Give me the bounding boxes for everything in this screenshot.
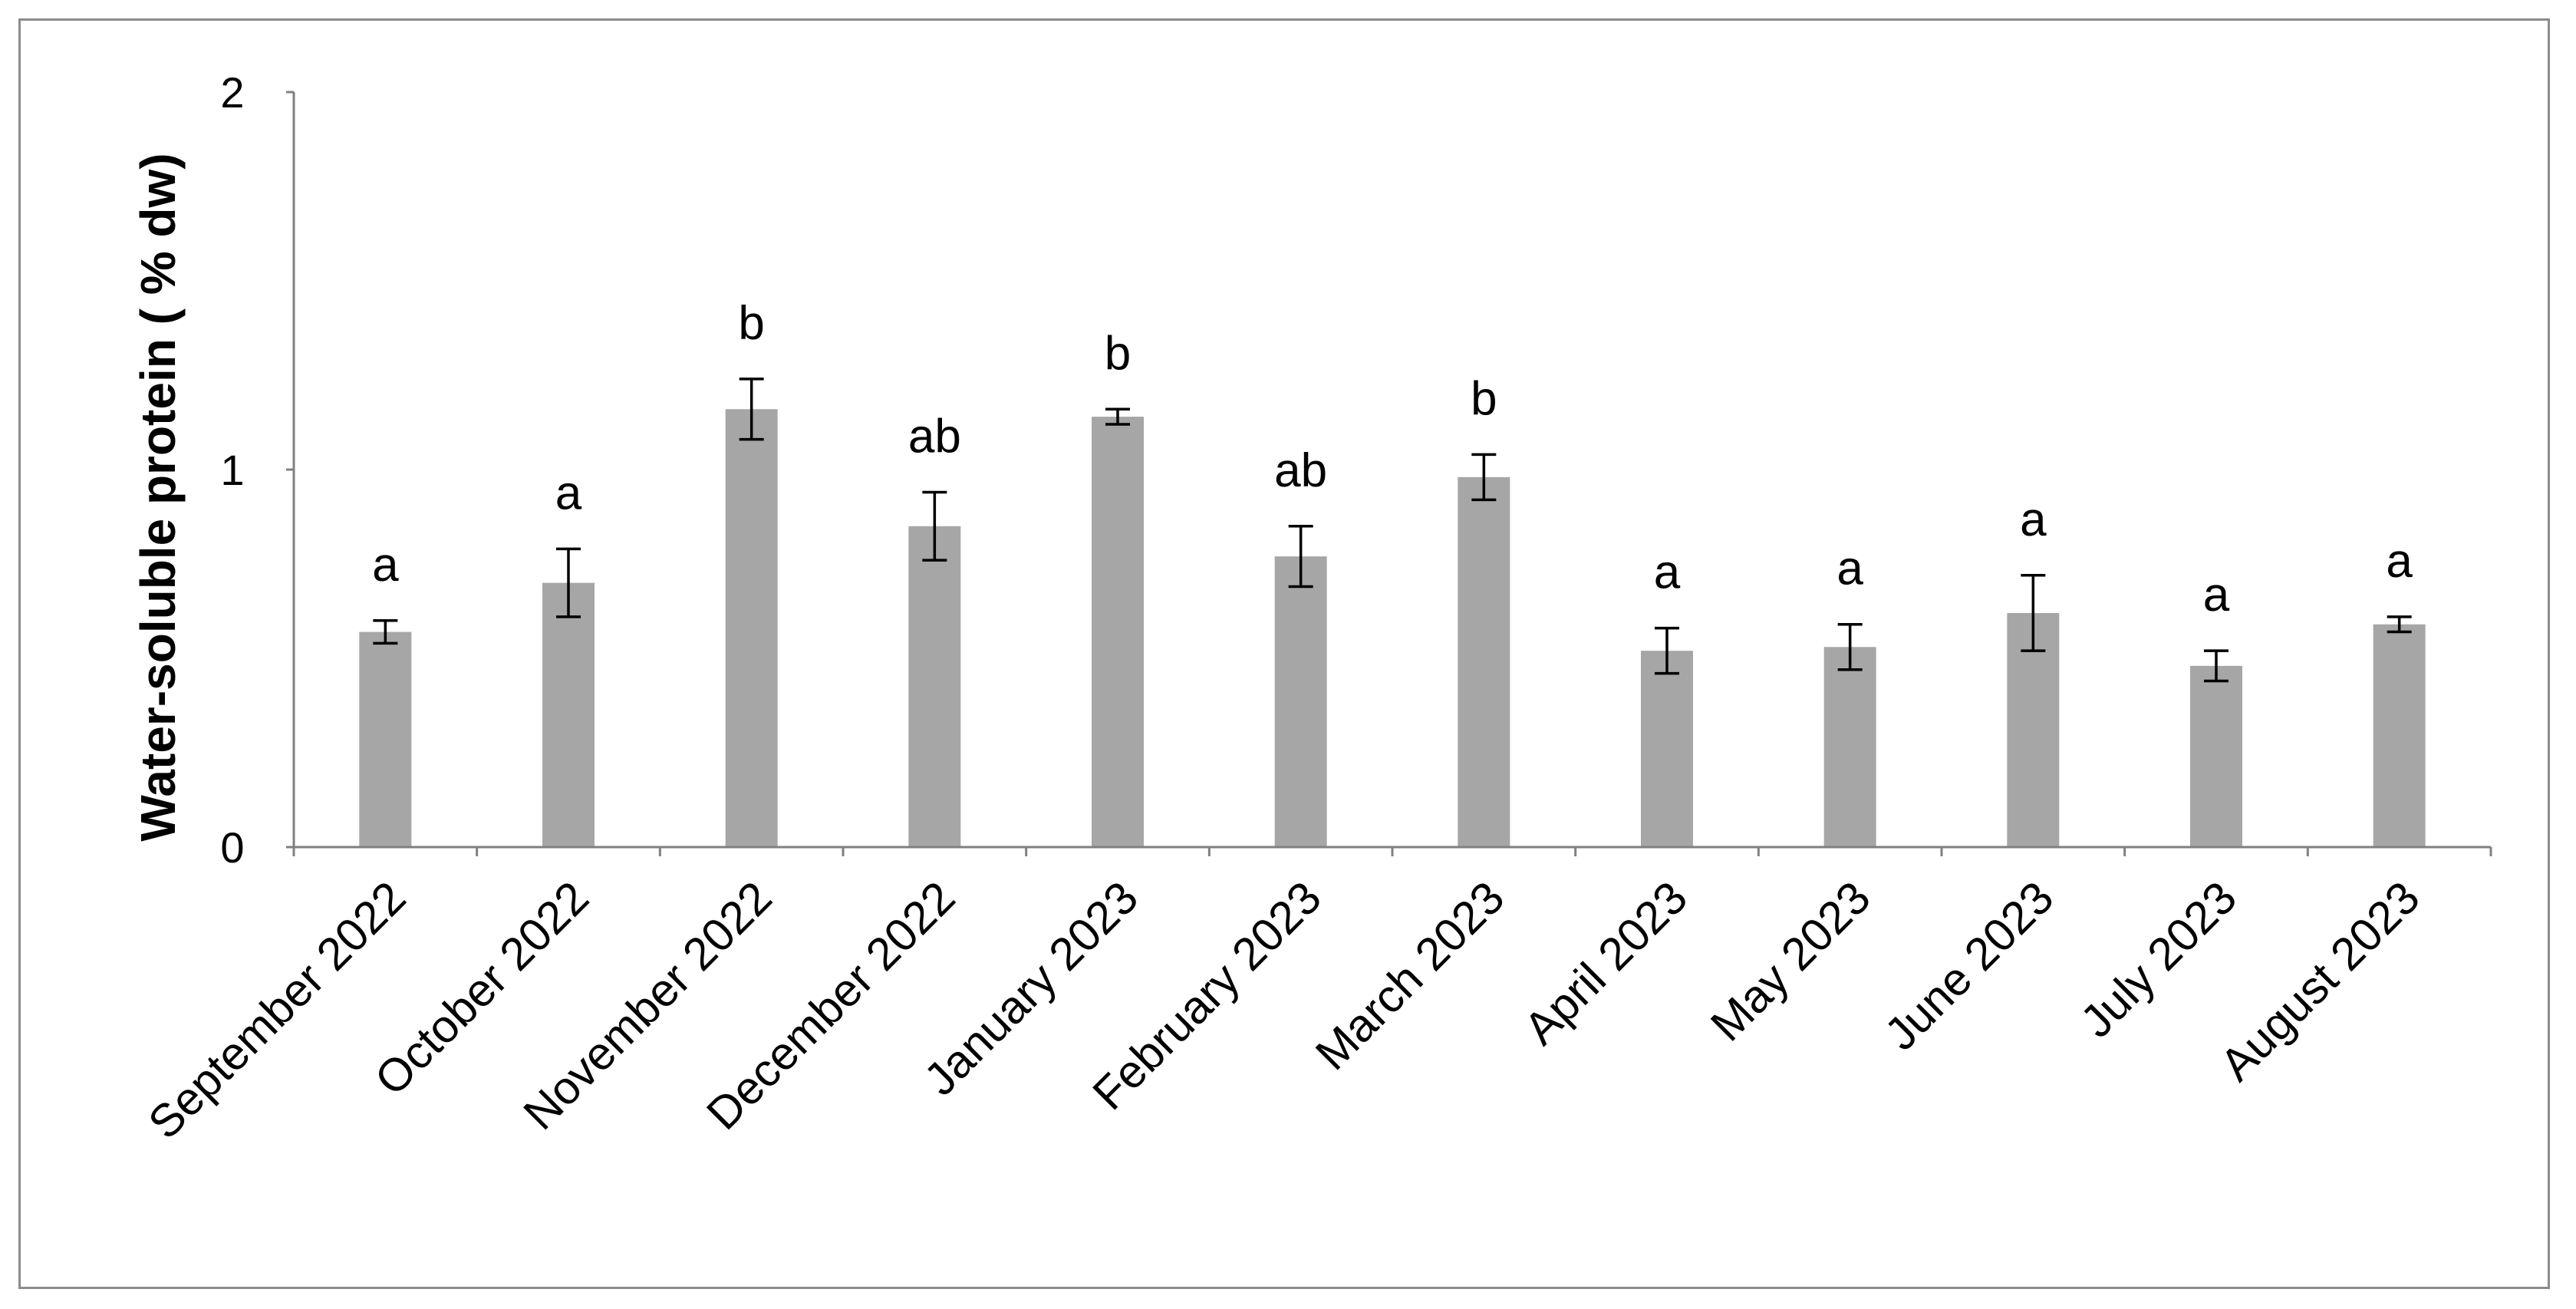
error-bars-layer [373,378,2412,683]
significance-label: a [1836,542,1863,595]
significance-label: a [2386,535,2413,588]
y-tick-label: 2 [220,68,244,117]
bar [2190,665,2242,847]
bar [725,409,778,847]
x-tick-label: March 2023 [1306,872,1514,1080]
bar [1823,647,1876,847]
significance-label: ab [1274,444,1327,497]
significance-label: a [2020,493,2047,546]
significance-label: b [1471,372,1497,425]
bar [2373,624,2426,847]
significance-label: ab [908,411,961,463]
x-tick-label: June 2023 [1875,872,2064,1060]
x-tick-label: August 2023 [2210,872,2429,1091]
x-tick-label: September 2022 [138,872,415,1149]
bar [1458,476,1510,847]
significance-label: b [1105,327,1131,380]
significance-label: b [738,297,764,350]
x-tick-label: April 2023 [1514,872,1697,1054]
bar [908,526,961,847]
bars-layer [359,409,2426,847]
axes-layer [286,91,2492,856]
x-tick-label: May 2023 [1701,872,1880,1051]
bar [1641,651,1693,847]
bar [542,582,595,847]
y-tick-label: 0 [220,823,244,872]
x-tick-label: July 2023 [2070,872,2246,1047]
y-axis-title: Water-soluble protein ( % dw) [130,153,186,841]
significance-label: a [555,467,582,519]
y-tick-label: 1 [220,446,244,494]
bar [1274,556,1327,847]
significance-label: a [372,539,399,592]
significance-label: a [1654,546,1681,599]
significance-label: a [2203,569,2230,622]
bar [359,631,412,847]
bar [1092,417,1144,847]
